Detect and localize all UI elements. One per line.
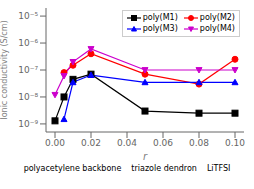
svg-text:0.08: 0.08 (189, 138, 209, 148)
svg-text:0.02: 0.02 (81, 138, 101, 148)
html-text:triazole dendron: triazole dendron (131, 164, 197, 173)
html-text:poly(M4): poly(M4) (199, 24, 235, 33)
svg-text:10⁻⁷: 10⁻⁷ (18, 65, 38, 75)
svg-text:Ionic conductivity (S/cm): Ionic conductivity (S/cm) (8, 20, 9, 119)
svg-text:10⁻⁵: 10⁻⁵ (18, 11, 38, 21)
svg-text:0.10: 0.10 (225, 138, 245, 148)
svg-text:10⁻⁹: 10⁻⁹ (18, 119, 38, 129)
html-text:LiTFSI: LiTFSI (206, 164, 231, 173)
svg-text:0.00: 0.00 (45, 138, 65, 148)
html-text:polyacetylene backbone: polyacetylene backbone (23, 164, 122, 173)
html-text:poly(M1): poly(M1) (142, 13, 178, 22)
html-text:poly(M3): poly(M3) (142, 24, 178, 33)
svg-text:0.04: 0.04 (117, 138, 137, 148)
svg-text:10⁻⁸: 10⁻⁸ (18, 92, 38, 102)
svg-text:10⁻⁶: 10⁻⁶ (18, 38, 38, 48)
svg-text:r: r (143, 151, 148, 160)
html-text:poly(M2): poly(M2) (199, 13, 235, 22)
svg-text:0.06: 0.06 (153, 138, 173, 148)
